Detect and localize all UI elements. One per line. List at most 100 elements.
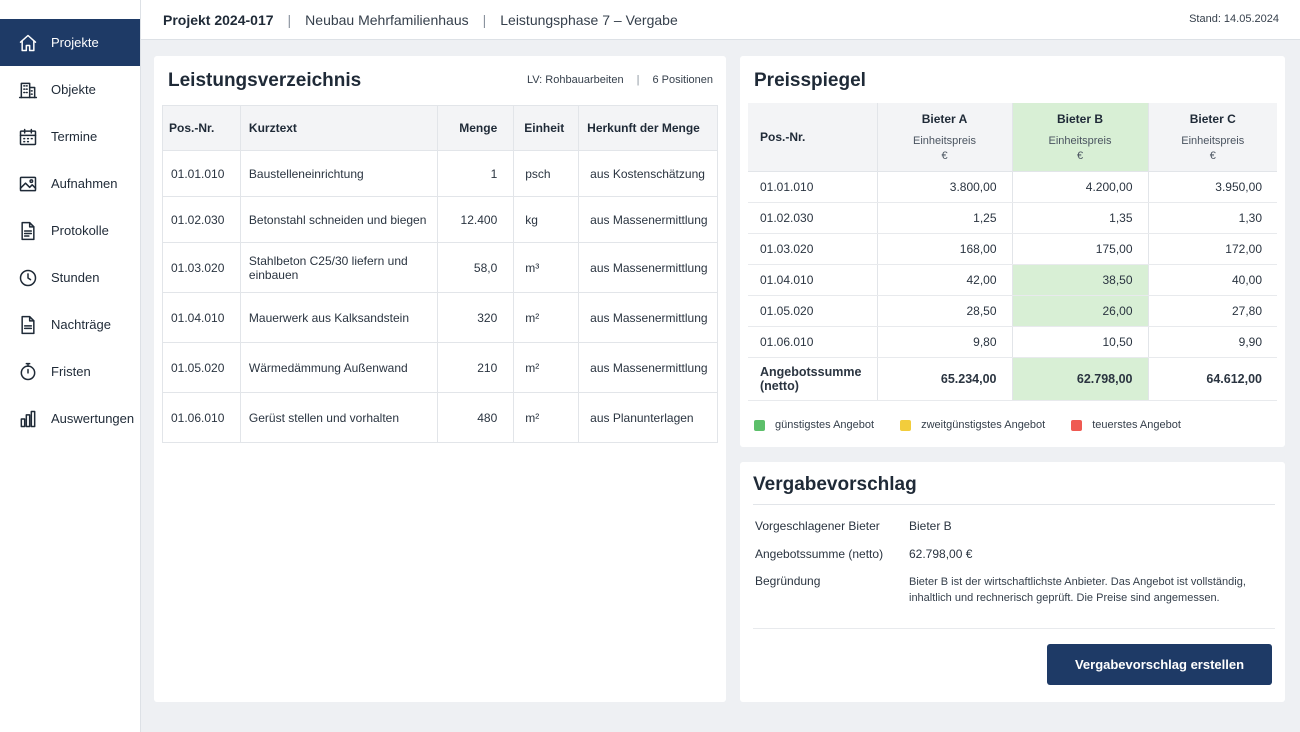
legend-swatch-red [1071, 419, 1083, 431]
sidebar-item-aufnahmen[interactable]: Aufnahmen [0, 160, 140, 207]
cell-kurztext: Baustelleneinrichtung [239, 150, 439, 197]
column-header-menge[interactable]: Menge [437, 105, 515, 151]
sidebar-item-label: Projekte [51, 35, 99, 50]
column-header-pos[interactable]: Pos.-Nr. [162, 105, 241, 151]
cell-price-b: 1,35 [1011, 202, 1148, 234]
lv-position-count: 6 Positionen [652, 74, 713, 86]
breadcrumb-project-name[interactable]: Neubau Mehrfamilienhaus [305, 11, 469, 28]
table-row[interactable]: 01.05.020 Wärmedämmung Außenwand 210 m² … [162, 342, 718, 393]
table-row[interactable]: 01.05.020 28,50 26,00 27,80 [748, 295, 1277, 327]
vv-sum-value: 62.798,00 € [909, 547, 973, 561]
column-header-pos[interactable]: Pos.-Nr. [748, 103, 877, 172]
table-row[interactable]: 01.06.010 Gerüst stellen und vorhalten 4… [162, 392, 718, 443]
vv-label: Begründung [755, 574, 821, 588]
cell-price-b: 175,00 [1011, 233, 1148, 265]
table-row[interactable]: 01.03.020 168,00 175,00 172,00 [748, 233, 1277, 265]
sidebar-item-label: Auswertungen [51, 411, 135, 426]
home-icon [18, 33, 38, 53]
stopwatch-icon [18, 362, 38, 382]
preisspiegel-table: Pos.-Nr. Bieter A Einheitspreis € Bieter… [748, 103, 1277, 401]
lv-title: Leistungsverzeichnis [168, 70, 362, 91]
sidebar-item-objekte[interactable]: Objekte [0, 66, 140, 113]
sidebar-item-auswertungen[interactable]: Auswertungen [0, 395, 140, 442]
column-header-herkunft[interactable]: Herkunft der Menge [578, 105, 718, 151]
image-icon [18, 174, 38, 194]
cell-price-b: 38,50 [1011, 264, 1148, 296]
cell-price-a: 168,00 [876, 233, 1012, 265]
meta-separator: | [636, 74, 640, 86]
column-header-bieter-a[interactable]: Bieter A Einheitspreis € [876, 103, 1012, 172]
price-legend: günstigstes Angebot zweitgünstigstes Ang… [754, 419, 1207, 431]
cell-menge: 210 [437, 342, 515, 393]
table-row[interactable]: 01.04.010 42,00 38,50 40,00 [748, 264, 1277, 296]
cell-einheit: m² [513, 292, 580, 343]
cell-einheit: kg [513, 196, 580, 243]
sidebar-item-protokolle[interactable]: Protokolle [0, 207, 140, 254]
bidder-unit: € [941, 150, 948, 162]
vv-reason-value: Bieter B ist der wirtschaftlichste Anbie… [909, 576, 1246, 604]
cell-menge: 12.400 [437, 196, 515, 243]
cell-price-c: 3.950,00 [1147, 171, 1277, 203]
preisspiegel-card: Preisspiegel Pos.-Nr. Bieter A Einheitsp… [740, 56, 1285, 447]
table-row[interactable]: 01.03.020 Stahlbeton C25/30 liefern und … [162, 242, 718, 293]
status-date: Stand: 14.05.2024 [1189, 13, 1279, 25]
cell-pos: 01.01.010 [162, 150, 241, 197]
cell-einheit: psch [513, 150, 580, 197]
sidebar-item-termine[interactable]: Termine [0, 113, 140, 160]
legend-label: zweitgünstigstes Angebot [921, 419, 1046, 431]
cell-price-c: 1,30 [1147, 202, 1277, 234]
sidebar-item-fristen[interactable]: Fristen [0, 348, 140, 395]
sidebar-item-nachtraege[interactable]: Nachträge [0, 301, 140, 348]
leistungsverzeichnis-card: Leistungsverzeichnis LV: Rohbauarbeiten … [154, 56, 726, 702]
cell-menge: 480 [437, 392, 515, 443]
table-row[interactable]: 01.02.030 Betonstahl schneiden und biege… [162, 196, 718, 243]
table-header-row: Pos.-Nr. Kurztext Menge Einheit Herkunft… [162, 105, 718, 151]
column-header-bieter-b[interactable]: Bieter B Einheitspreis € [1011, 103, 1148, 172]
column-header-bieter-c[interactable]: Bieter C Einheitspreis € [1147, 103, 1277, 172]
column-header-kurztext[interactable]: Kurztext [239, 105, 439, 151]
table-row[interactable]: 01.02.030 1,25 1,35 1,30 [748, 202, 1277, 234]
lv-meta: LV: Rohbauarbeiten | 6 Positionen [527, 74, 713, 86]
cell-kurztext: Betonstahl schneiden und biegen [239, 196, 439, 243]
table-row[interactable]: 01.01.010 3.800,00 4.200,00 3.950,00 [748, 171, 1277, 203]
lv-name: LV: Rohbauarbeiten [526, 74, 624, 86]
sidebar-item-projekte[interactable]: Projekte [0, 19, 140, 66]
cell-pos: 01.02.030 [748, 202, 877, 234]
cell-herkunft: aus Kostenschätzung [578, 150, 718, 197]
clock-icon [18, 268, 38, 288]
cell-price-b: 4.200,00 [1011, 171, 1148, 203]
cell-herkunft: aus Massenermittlung [578, 292, 718, 343]
sidebar-item-label: Aufnahmen [51, 176, 118, 191]
legend-swatch-green [754, 419, 765, 431]
table-row[interactable]: 01.01.010 Baustelleneinrichtung 1 psch a… [162, 150, 718, 197]
legend-label: teuerstes Angebot [1092, 419, 1181, 431]
cell-price-a: 42,00 [876, 264, 1012, 296]
header: Projekt 2024-017 | Neubau Mehrfamilienha… [141, 0, 1300, 40]
cell-herkunft: aus Massenermittlung [578, 242, 718, 293]
cell-einheit: m² [513, 392, 580, 443]
divider [753, 504, 1275, 505]
table-sum-row: Angebotssumme (netto) 65.234,00 62.798,0… [748, 357, 1277, 401]
table-row[interactable]: 01.04.010 Mauerwerk aus Kalksandstein 32… [162, 292, 718, 343]
legend-swatch-yellow [900, 419, 912, 431]
table-row[interactable]: 01.06.010 9,80 10,50 9,90 [748, 326, 1277, 358]
bidder-unit: € [1209, 150, 1216, 162]
cell-pos: 01.03.020 [748, 233, 877, 265]
bidder-name: Bieter C [1189, 112, 1236, 126]
cell-pos: 01.05.020 [162, 342, 241, 393]
sidebar-item-stunden[interactable]: Stunden [0, 254, 140, 301]
cell-pos: 01.05.020 [748, 295, 877, 327]
document-add-icon [18, 315, 38, 335]
cell-pos: 01.04.010 [162, 292, 241, 343]
create-vergabevorschlag-button[interactable]: Vergabevorschlag erstellen [1047, 644, 1272, 685]
cell-price-c: 27,80 [1147, 295, 1277, 327]
bidder-name: Bieter A [921, 112, 968, 126]
cell-kurztext: Mauerwerk aus Kalksandstein [239, 292, 439, 343]
sidebar-item-label: Objekte [51, 82, 96, 97]
breadcrumb-separator: | [482, 11, 487, 28]
project-title[interactable]: Projekt 2024-017 [163, 11, 274, 28]
column-header-einheit[interactable]: Einheit [513, 105, 580, 151]
cell-pos: 01.01.010 [748, 171, 877, 203]
cell-kurztext: Stahlbeton C25/30 liefern und einbauen [239, 242, 439, 293]
cell-einheit: m³ [513, 242, 580, 293]
